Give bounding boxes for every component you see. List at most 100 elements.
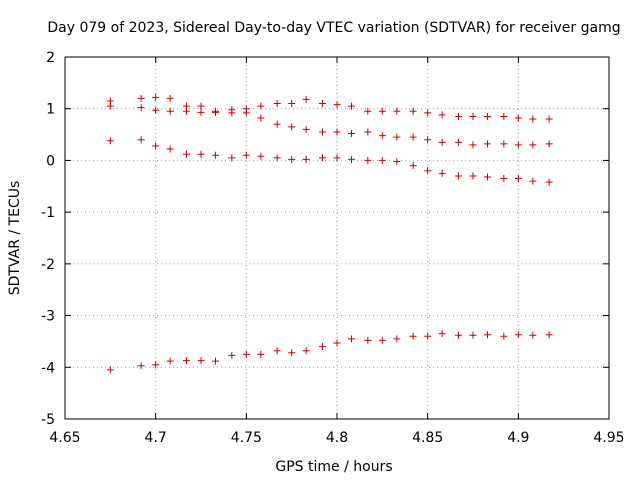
data-point	[424, 332, 432, 340]
data-point	[302, 95, 310, 103]
data-point	[454, 172, 462, 180]
data-point	[514, 175, 522, 183]
data-point	[529, 177, 537, 185]
data-point	[469, 112, 477, 120]
data-point	[484, 140, 492, 148]
data-point	[302, 155, 310, 163]
grid-lines	[65, 57, 609, 419]
series-upper-b	[106, 102, 553, 149]
x-tick-label: 4.65	[49, 430, 80, 446]
y-tick-label: 2	[46, 50, 55, 66]
data-point	[393, 157, 401, 165]
data-point	[318, 100, 326, 108]
data-point	[545, 178, 553, 186]
data-point	[333, 128, 341, 136]
data-point	[409, 107, 417, 115]
x-axis-ticks: 4.65 4.7 4.75 4.8 4.85 4.9 4.95	[49, 57, 625, 446]
data-point	[454, 138, 462, 146]
data-point	[500, 140, 508, 148]
data-point	[409, 332, 417, 340]
x-tick-label: 4.85	[412, 430, 443, 446]
x-tick-label: 4.8	[326, 430, 348, 446]
data-point	[409, 162, 417, 170]
data-point	[106, 366, 114, 374]
data-point	[378, 156, 386, 164]
y-tick-label: 0	[46, 153, 55, 169]
data-point	[529, 115, 537, 123]
data-point	[197, 102, 205, 110]
data-point	[152, 142, 160, 150]
y-tick-label: -2	[41, 257, 55, 273]
data-point	[348, 335, 356, 343]
data-point	[273, 347, 281, 355]
data-point	[257, 102, 265, 110]
data-point	[288, 155, 296, 163]
data-point	[469, 331, 477, 339]
data-point	[257, 350, 265, 358]
data-point	[318, 128, 326, 136]
data-point	[364, 128, 372, 136]
y-tick-label: -3	[41, 309, 55, 325]
y-axis-ticks: -5 -4 -3 -2 -1 0 1 2	[41, 50, 609, 428]
data-point	[500, 112, 508, 120]
data-point	[393, 107, 401, 115]
y-axis-label: SDTVAR / TECUs	[7, 181, 23, 296]
data-point	[106, 137, 114, 145]
data-point	[500, 175, 508, 183]
data-point	[484, 331, 492, 339]
y-tick-label: 1	[46, 102, 55, 118]
data-point	[242, 151, 250, 159]
series-lower	[106, 330, 553, 374]
data-point	[318, 343, 326, 351]
data-point	[242, 109, 250, 117]
data-point	[257, 114, 265, 122]
data-point	[393, 133, 401, 141]
data-point	[364, 156, 372, 164]
data-point	[364, 336, 372, 344]
data-point	[228, 154, 236, 162]
data-point	[484, 173, 492, 181]
data-point	[438, 330, 446, 338]
data-point	[378, 132, 386, 140]
data-point	[152, 93, 160, 101]
data-point	[273, 120, 281, 128]
x-tick-label: 4.7	[145, 430, 167, 446]
data-point	[333, 154, 341, 162]
data-points	[106, 93, 553, 374]
data-point	[529, 331, 537, 339]
y-tick-label: -4	[41, 360, 55, 376]
data-point	[182, 357, 190, 365]
data-point	[288, 349, 296, 357]
chart-title: Day 079 of 2023, Sidereal Day-to-day VTE…	[47, 20, 620, 36]
data-point	[424, 109, 432, 117]
x-tick-label: 4.75	[231, 430, 262, 446]
data-point	[514, 114, 522, 122]
data-point	[152, 361, 160, 369]
data-point	[228, 109, 236, 117]
data-point	[166, 107, 174, 115]
data-point	[242, 350, 250, 358]
y-tick-label: -5	[41, 412, 55, 428]
data-point	[137, 94, 145, 102]
series-upper-a	[106, 93, 553, 123]
data-point	[212, 108, 220, 116]
data-point	[197, 150, 205, 158]
data-point	[545, 331, 553, 339]
data-point	[273, 154, 281, 162]
data-point	[333, 339, 341, 347]
data-point	[469, 172, 477, 180]
data-point	[454, 112, 462, 120]
data-point	[288, 123, 296, 131]
data-point	[333, 101, 341, 109]
data-point	[454, 331, 462, 339]
data-point	[166, 357, 174, 365]
data-point	[182, 107, 190, 115]
data-point	[182, 150, 190, 158]
data-point	[424, 167, 432, 175]
data-point	[197, 357, 205, 365]
data-point	[484, 112, 492, 120]
data-point	[409, 133, 417, 141]
data-point	[545, 115, 553, 123]
data-point	[302, 125, 310, 133]
data-point	[228, 351, 236, 359]
